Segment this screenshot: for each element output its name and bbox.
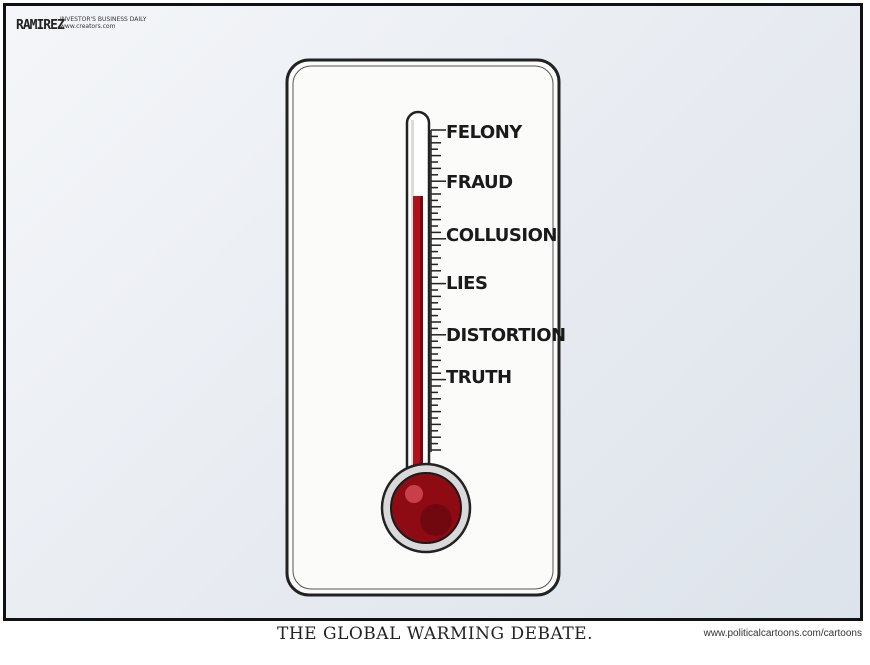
artist-signature: RAMIREZ	[16, 18, 65, 33]
publisher-credit: INVESTOR'S BUSINESS DAILY www.creators.c…	[60, 16, 147, 30]
cartoon-caption: THE GLOBAL WARMING DEBATE.	[277, 624, 593, 644]
thermometer-bulb-highlight	[405, 485, 423, 503]
scale-label-distortion: DISTORTION	[446, 325, 566, 346]
scale-ticks	[430, 129, 446, 452]
scale-label-felony: FELONY	[446, 122, 522, 143]
website-credit: www.politicalcartoons.com/cartoons	[703, 628, 862, 639]
thermometer-liquid	[413, 196, 423, 481]
scale-label-truth: TRUTH	[446, 367, 512, 388]
thermometer-card-inner-edge	[292, 65, 554, 590]
thermometer-tube-highlight	[411, 120, 414, 470]
scale-label-fraud: FRAUD	[446, 172, 513, 193]
scale-label-collusion: COLLUSION	[446, 225, 557, 246]
scale-label-lies: LIES	[446, 273, 488, 294]
thermometer-bulb-shadow	[420, 504, 452, 536]
thermometer-liquid-shade	[420, 196, 423, 481]
